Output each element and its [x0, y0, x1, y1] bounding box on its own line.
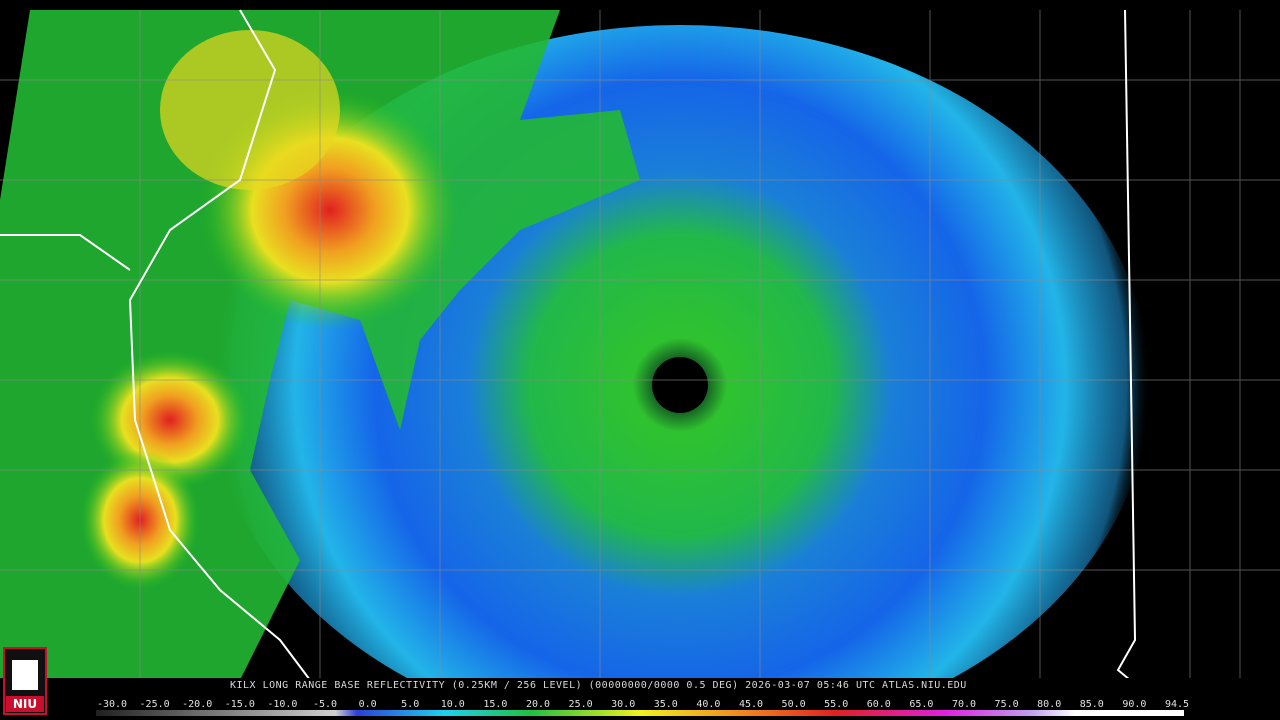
scale-label: 50.0 — [782, 699, 806, 710]
scale-label: 15.0 — [483, 699, 507, 710]
scale-label: -15.0 — [225, 699, 255, 710]
scale-label: 10.0 — [441, 699, 465, 710]
scale-label: -30.0 — [97, 699, 127, 710]
scale-label: 25.0 — [569, 699, 593, 710]
scale-label: -10.0 — [267, 699, 297, 710]
scale-label: 75.0 — [995, 699, 1019, 710]
scale-label: 30.0 — [611, 699, 635, 710]
scale-label: 85.0 — [1080, 699, 1104, 710]
state-borders — [0, 9, 1137, 681]
scale-label: 0.0 — [359, 699, 377, 710]
scale-label: -5.0 — [313, 699, 337, 710]
scale-label: 70.0 — [952, 699, 976, 710]
scale-label: 94.5 — [1165, 699, 1189, 710]
scale-label: 65.0 — [909, 699, 933, 710]
caption: KILX LONG RANGE BASE REFLECTIVITY (0.25K… — [230, 680, 967, 691]
scale-label: 40.0 — [696, 699, 720, 710]
logo-text: NIU — [13, 697, 37, 711]
scale-label: 20.0 — [526, 699, 550, 710]
scale-label: 35.0 — [654, 699, 678, 710]
scale-label: -25.0 — [140, 699, 170, 710]
county-lines — [0, 10, 1280, 680]
color-scale — [96, 710, 1184, 716]
scale-label: 45.0 — [739, 699, 763, 710]
scale-label: -20.0 — [182, 699, 212, 710]
scale-label: 80.0 — [1037, 699, 1061, 710]
storm-area — [160, 30, 340, 190]
scale-label: 55.0 — [824, 699, 848, 710]
scale-label: 90.0 — [1122, 699, 1146, 710]
scale-label: 5.0 — [401, 699, 419, 710]
scale-labels: -30.0 -25.0 -20.0 -15.0 -10.0 -5.0 0.0 5.0 10.0 1… — [97, 699, 1189, 710]
niu-logo: NIU — [3, 647, 47, 715]
radar-site — [652, 357, 708, 413]
scale-label: 60.0 — [867, 699, 891, 710]
